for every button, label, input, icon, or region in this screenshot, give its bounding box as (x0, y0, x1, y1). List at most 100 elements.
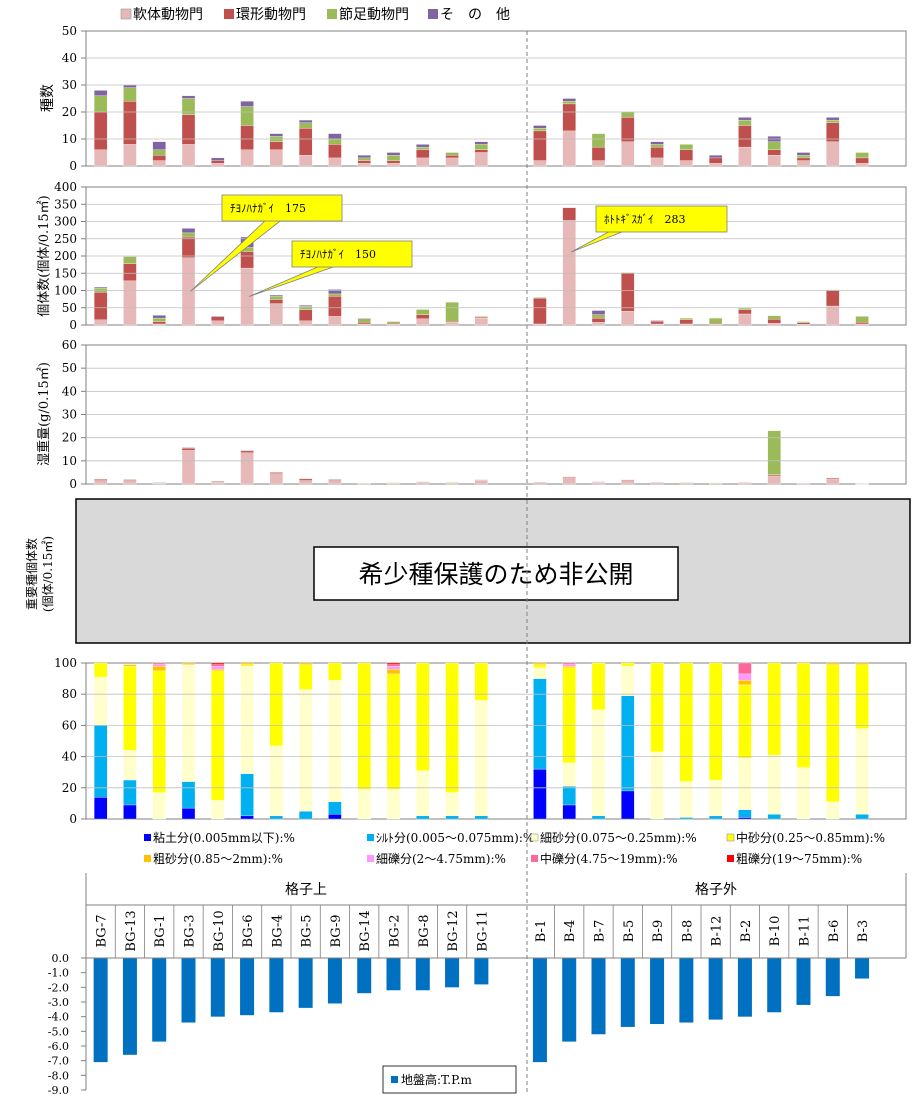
individuals-bar-BG-4 (269, 295, 284, 300)
individuals-bar-BG-12 (445, 321, 459, 323)
weight-bar-B-5 (621, 480, 635, 485)
elevation-tick-label: -9.0 (48, 1084, 69, 1094)
individuals-bar-B-5 (621, 273, 635, 312)
weight-bar-B-10 (767, 475, 781, 485)
sediment-bar-BG-9 (328, 662, 342, 681)
site-label-BG-2: BG-2 (388, 914, 403, 947)
weight-bar-BG-8 (416, 481, 430, 483)
species-bar-BG-6 (240, 101, 254, 107)
notice-text: 希少種保護のため非公開 (358, 560, 633, 589)
individuals-bar-BG-2 (386, 321, 401, 324)
individuals-bar-BG-7 (93, 292, 108, 320)
legend-label-arthropoda: 節足動物門 (339, 6, 409, 23)
legend-label-elevation: 地盤高:T.P.m (401, 1072, 473, 1087)
weight-tick-label: 40 (62, 384, 77, 398)
sediment-bar-BG-5 (298, 811, 313, 820)
sediment-bar-B-1 (533, 768, 547, 820)
weight-bar-B-11 (796, 483, 811, 484)
species-bar-BG-14 (357, 155, 371, 159)
sediment-bar-BG-14 (357, 789, 371, 820)
sediment-bar-B-5 (621, 790, 635, 820)
weight-bar-B-3 (855, 483, 869, 484)
elevation-bar-BG-1 (152, 958, 167, 1042)
individuals-bar-B-3 (855, 316, 869, 323)
individuals-bar-BG-14 (357, 318, 371, 323)
individuals-bar-B-3 (855, 323, 869, 326)
weight-bar-BG-3 (181, 447, 196, 448)
individuals-bar-BG-12 (445, 302, 459, 322)
species-bar-B-4 (562, 101, 576, 105)
sediment-bar-BG-6 (240, 662, 254, 665)
sediment-bar-B-5 (621, 695, 635, 792)
species-bar-B-12 (708, 163, 723, 167)
weight-bar-BG-11 (474, 479, 489, 481)
sediment-bar-BG-8 (416, 815, 430, 820)
annotation-pointer (190, 217, 286, 292)
individuals-bar-B-10 (767, 318, 781, 324)
sediment-bar-BG-7 (93, 676, 108, 726)
legend-swatch-mollusca (120, 8, 132, 20)
legend-swatch-coarse-gravel (727, 855, 734, 862)
species-bar-BG-3 (181, 144, 196, 167)
site-label-B-2: B-2 (739, 920, 754, 942)
species-bar-B-8 (679, 149, 694, 161)
site-label-B-10: B-10 (768, 916, 783, 947)
weight-tick-label: 0 (69, 477, 77, 491)
sediment-bar-B-2 (738, 684, 752, 759)
species-bar-BG-3 (181, 95, 196, 99)
individuals-tick-label: 0 (69, 318, 77, 332)
species-bar-B-11 (796, 152, 811, 156)
site-label-B-8: B-8 (680, 920, 695, 942)
sediment-bar-BG-2 (386, 664, 401, 667)
sediment-bar-BG-13 (123, 665, 137, 751)
weight-bar-BG-9 (328, 480, 342, 485)
sediment-bar-B-7 (591, 815, 606, 820)
elevation-bar-BG-4 (269, 958, 284, 1013)
sediment-bar-BG-9 (328, 680, 342, 802)
sediment-bar-BG-10 (211, 662, 225, 665)
site-label-BG-4: BG-4 (270, 914, 285, 947)
weight-bar-BG-6 (240, 452, 254, 485)
sediment-plot-frame (85, 662, 907, 820)
group-label-left: 格子上 (285, 882, 327, 898)
weight-bar-BG-9 (328, 478, 342, 480)
site-label-B-4: B-4 (563, 920, 578, 942)
elevation-bar-BG-3 (181, 958, 196, 1023)
annotation-box (291, 240, 413, 268)
weight-bar-BG-3 (181, 450, 196, 485)
sediment-bar-B-2 (738, 662, 752, 675)
elevation-tick-label: -2.0 (48, 981, 69, 994)
elevation-bar-B-3 (855, 958, 870, 979)
individuals-tick-label: 300 (54, 215, 77, 229)
weight-bar-B-6 (826, 478, 840, 480)
sediment-bar-B-1 (533, 662, 547, 665)
individuals-bar-B-9 (650, 320, 664, 322)
weight-bar-BG-12 (445, 481, 459, 483)
sediment-bar-B-7 (591, 662, 606, 710)
elevation-bar-BG-13 (122, 958, 137, 1055)
bar-layer (93, 84, 870, 1063)
species-bar-BG-5 (298, 122, 313, 129)
sediment-bar-B-8 (679, 662, 694, 782)
species-bar-B-11 (796, 155, 811, 159)
elevation-bar-B-12 (708, 958, 723, 1020)
species-bar-B-4 (562, 103, 576, 132)
site-label-BG-12: BG-12 (446, 910, 461, 951)
sediment-bar-BG-13 (123, 804, 137, 820)
sediment-bar-BG-1 (152, 792, 166, 820)
individuals-bar-B-10 (767, 315, 781, 320)
sediment-bar-B-1 (533, 667, 547, 679)
species-bar-BG-10 (211, 163, 225, 167)
species-bar-BG-6 (240, 125, 254, 150)
individuals-bar-B-6 (826, 290, 840, 307)
weight-bar-B-1 (533, 481, 547, 483)
weight-tick-label: 60 (62, 338, 77, 352)
species-bar-BG-9 (328, 144, 342, 159)
elevation-bar-B-7 (591, 958, 606, 1035)
species-bar-BG-14 (357, 163, 371, 167)
weight-bar-B-9 (650, 482, 664, 484)
individuals-bar-BG-9 (328, 289, 342, 295)
species-bar-B-10 (767, 141, 781, 150)
sediment-bar-BG-2 (386, 665, 401, 670)
species-bar-BG-13 (123, 101, 137, 145)
